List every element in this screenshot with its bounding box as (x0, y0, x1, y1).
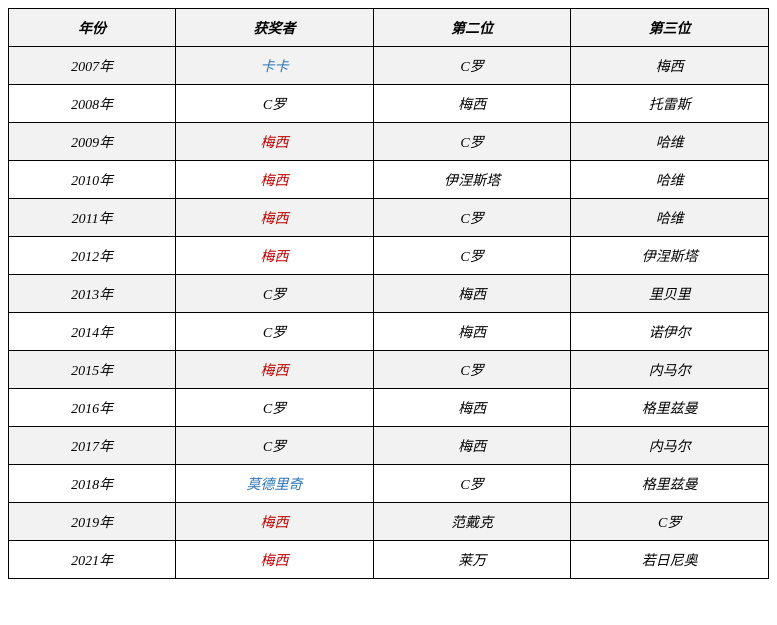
cell-second: C罗 (373, 123, 571, 161)
table-row: 2007年卡卡C罗梅西 (9, 47, 769, 85)
cell-year: 2021年 (9, 541, 176, 579)
col-header-third: 第三位 (571, 9, 769, 47)
cell-winner: C罗 (176, 275, 374, 313)
table-row: 2010年梅西伊涅斯塔哈维 (9, 161, 769, 199)
col-header-winner: 获奖者 (176, 9, 374, 47)
cell-third: 梅西 (571, 47, 769, 85)
cell-third: 内马尔 (571, 351, 769, 389)
table-body: 2007年卡卡C罗梅西2008年C罗梅西托雷斯2009年梅西C罗哈维2010年梅… (9, 47, 769, 579)
table-row: 2018年莫德里奇C罗格里兹曼 (9, 465, 769, 503)
cell-year: 2012年 (9, 237, 176, 275)
cell-year: 2013年 (9, 275, 176, 313)
cell-third: 格里兹曼 (571, 465, 769, 503)
cell-second: 范戴克 (373, 503, 571, 541)
cell-winner: 梅西 (176, 503, 374, 541)
cell-third: 里贝里 (571, 275, 769, 313)
cell-third: 内马尔 (571, 427, 769, 465)
cell-winner: C罗 (176, 85, 374, 123)
cell-second: 梅西 (373, 313, 571, 351)
cell-third: 哈维 (571, 161, 769, 199)
cell-third: 伊涅斯塔 (571, 237, 769, 275)
cell-year: 2010年 (9, 161, 176, 199)
table-row: 2014年C罗梅西诺伊尔 (9, 313, 769, 351)
table-row: 2015年梅西C罗内马尔 (9, 351, 769, 389)
cell-third: 格里兹曼 (571, 389, 769, 427)
cell-year: 2019年 (9, 503, 176, 541)
cell-second: 梅西 (373, 427, 571, 465)
cell-second: 伊涅斯塔 (373, 161, 571, 199)
cell-second: C罗 (373, 351, 571, 389)
table-row: 2013年C罗梅西里贝里 (9, 275, 769, 313)
cell-year: 2011年 (9, 199, 176, 237)
cell-winner: 梅西 (176, 123, 374, 161)
table-row: 2019年梅西范戴克C罗 (9, 503, 769, 541)
cell-year: 2009年 (9, 123, 176, 161)
cell-winner: 梅西 (176, 541, 374, 579)
cell-winner: 梅西 (176, 351, 374, 389)
cell-winner: C罗 (176, 389, 374, 427)
cell-third: C罗 (571, 503, 769, 541)
cell-winner: C罗 (176, 427, 374, 465)
cell-second: 莱万 (373, 541, 571, 579)
cell-year: 2007年 (9, 47, 176, 85)
cell-winner: 梅西 (176, 161, 374, 199)
cell-year: 2016年 (9, 389, 176, 427)
table-row: 2021年梅西莱万若日尼奥 (9, 541, 769, 579)
cell-year: 2015年 (9, 351, 176, 389)
cell-third: 若日尼奥 (571, 541, 769, 579)
cell-third: 诺伊尔 (571, 313, 769, 351)
table-row: 2009年梅西C罗哈维 (9, 123, 769, 161)
cell-year: 2017年 (9, 427, 176, 465)
table-row: 2008年C罗梅西托雷斯 (9, 85, 769, 123)
cell-second: 梅西 (373, 389, 571, 427)
cell-second: C罗 (373, 237, 571, 275)
cell-winner: C罗 (176, 313, 374, 351)
cell-second: 梅西 (373, 85, 571, 123)
cell-third: 托雷斯 (571, 85, 769, 123)
cell-winner: 梅西 (176, 199, 374, 237)
table-row: 2011年梅西C罗哈维 (9, 199, 769, 237)
col-header-second: 第二位 (373, 9, 571, 47)
cell-winner: 莫德里奇 (176, 465, 374, 503)
cell-winner: 卡卡 (176, 47, 374, 85)
cell-third: 哈维 (571, 123, 769, 161)
table-row: 2016年C罗梅西格里兹曼 (9, 389, 769, 427)
table-row: 2012年梅西C罗伊涅斯塔 (9, 237, 769, 275)
cell-second: 梅西 (373, 275, 571, 313)
table-row: 2017年C罗梅西内马尔 (9, 427, 769, 465)
cell-second: C罗 (373, 47, 571, 85)
cell-year: 2008年 (9, 85, 176, 123)
cell-year: 2018年 (9, 465, 176, 503)
cell-third: 哈维 (571, 199, 769, 237)
cell-winner: 梅西 (176, 237, 374, 275)
cell-year: 2014年 (9, 313, 176, 351)
cell-second: C罗 (373, 199, 571, 237)
awards-table: 年份 获奖者 第二位 第三位 2007年卡卡C罗梅西2008年C罗梅西托雷斯20… (8, 8, 769, 579)
cell-second: C罗 (373, 465, 571, 503)
col-header-year: 年份 (9, 9, 176, 47)
table-header-row: 年份 获奖者 第二位 第三位 (9, 9, 769, 47)
